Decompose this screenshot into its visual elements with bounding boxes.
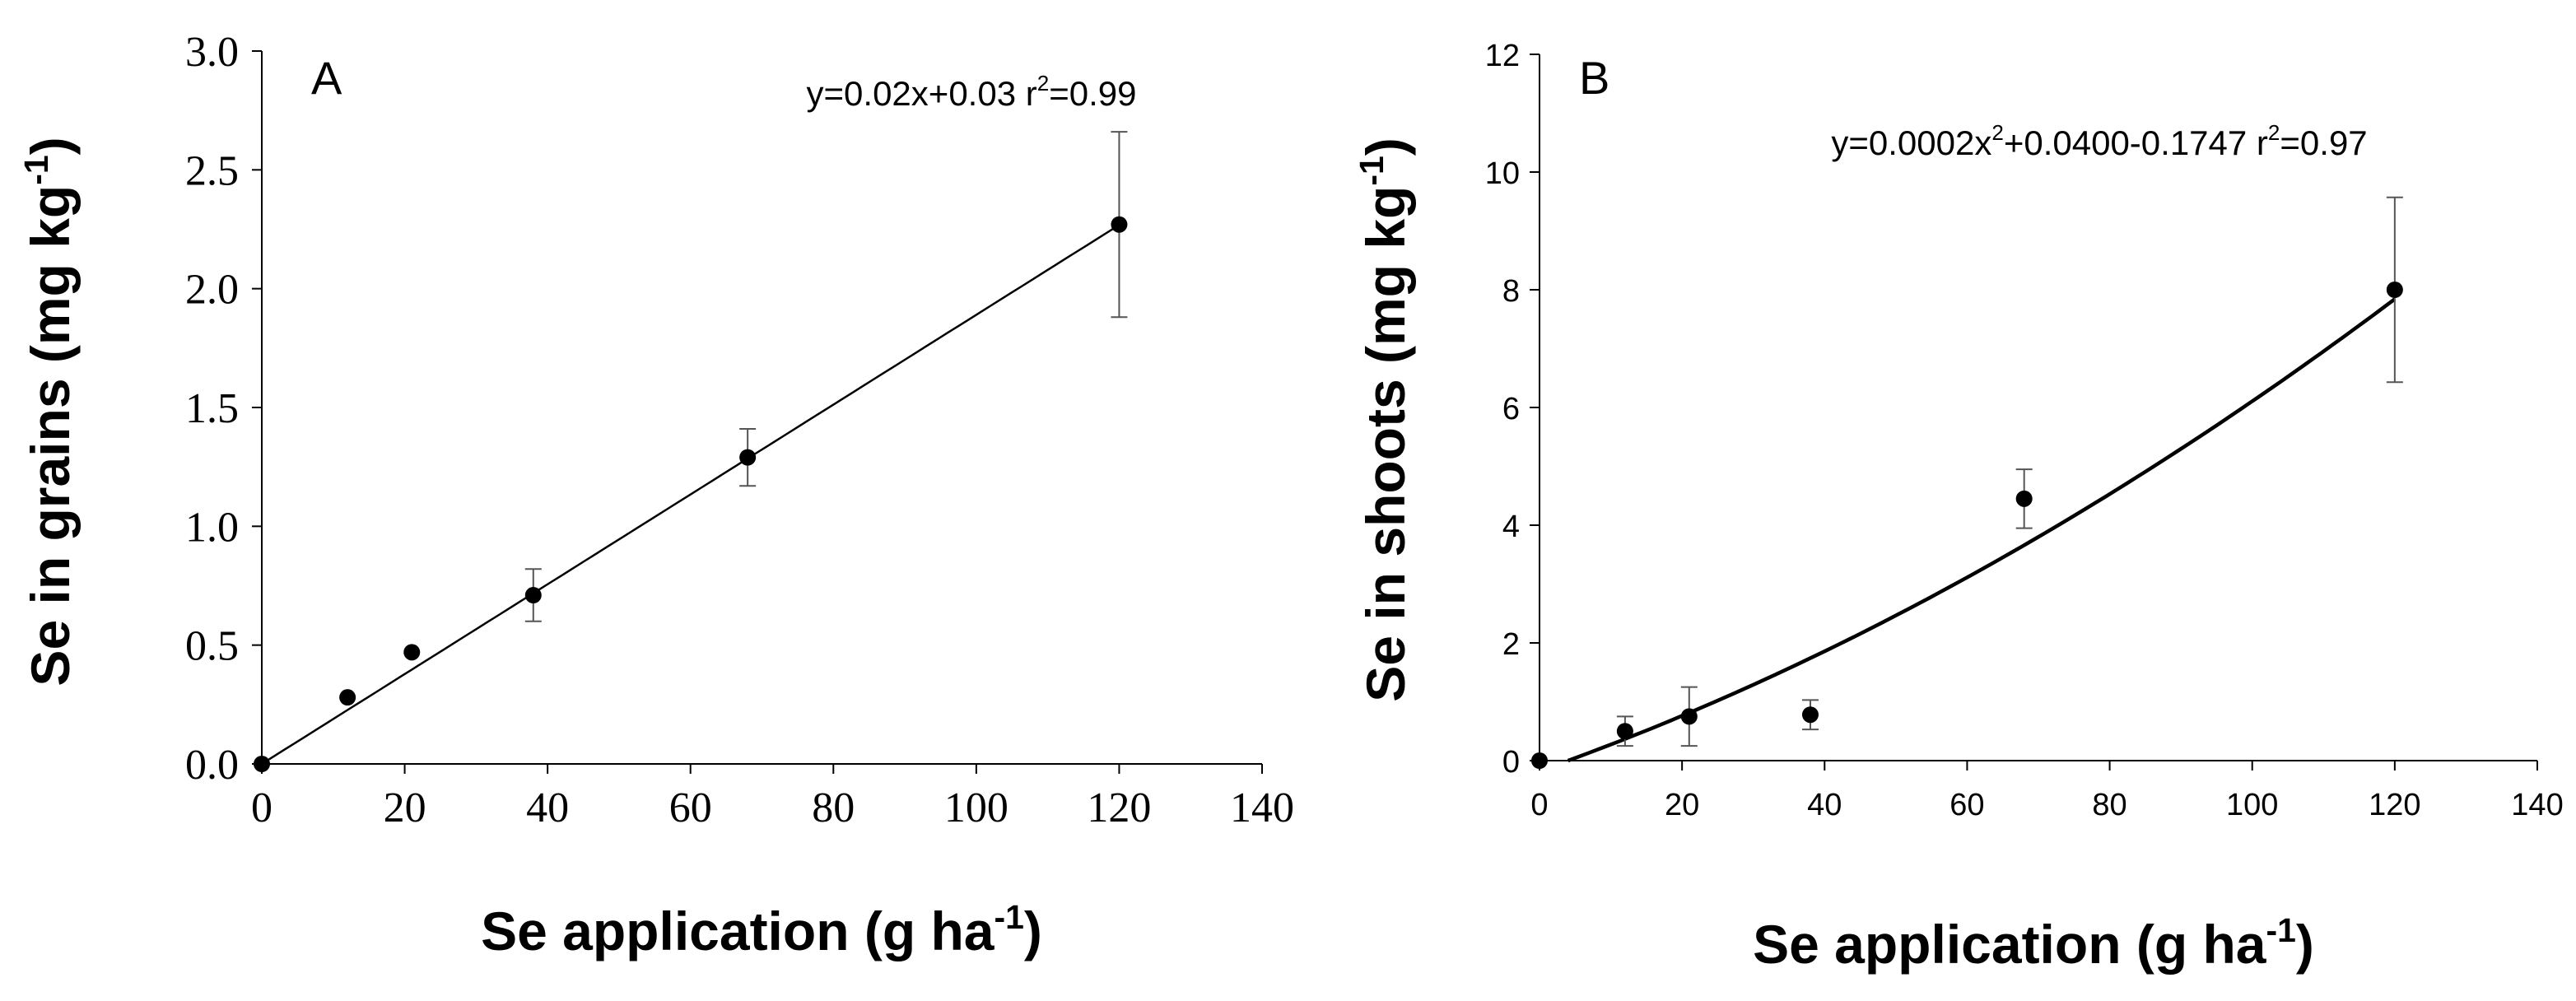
panel-a-equation-main: y=0.02x+0.03 r — [807, 74, 1037, 113]
panel-b-marks — [1531, 196, 2403, 769]
panel-a-equation-tail: =0.99 — [1049, 74, 1136, 113]
panel-a-ticks: 0 20 40 60 80 100 120 140 0.0 0.5 1.0 1.5 2.0 2.5 3.0 — [185, 29, 1294, 831]
data-point — [1111, 216, 1128, 233]
x-tick-label: 80 — [2092, 788, 2126, 822]
panel-a-y-title: Se in grains (mg kg-1) — [17, 137, 81, 686]
y-tick-label: 0.5 — [185, 623, 239, 670]
x-tick-label: 100 — [2226, 788, 2278, 822]
panel-a-x-title-sup: -1 — [995, 898, 1024, 936]
y-tick-label: 1.0 — [185, 504, 239, 551]
x-tick-label: 120 — [2369, 788, 2420, 822]
panel-b-label: B — [1579, 52, 1609, 104]
data-point — [524, 587, 542, 604]
panel-a-y-title-tail: ) — [20, 137, 81, 155]
data-point — [403, 644, 421, 661]
panel-a-x-title-tail: ) — [1024, 901, 1042, 961]
x-tick-label: 0 — [1530, 788, 1548, 822]
y-tick-label: 6 — [1502, 392, 1520, 426]
panel-b-y-title-main: Se in shoots (mg kg — [1355, 186, 1416, 702]
panel-a-fit — [261, 224, 1120, 766]
x-tick-label: 80 — [812, 785, 855, 831]
x-tick-label: 60 — [1949, 788, 1984, 822]
y-tick-label: 2.0 — [185, 267, 239, 314]
y-tick-label: 12 — [1485, 39, 1520, 73]
x-tick-label: 60 — [669, 785, 712, 831]
y-tick-label: 4 — [1502, 510, 1520, 544]
panel-a-y-title-main: Se in grains (mg kg — [20, 185, 81, 687]
panel-a-y-title-sup: -1 — [17, 155, 55, 184]
x-tick-label: 140 — [1230, 785, 1294, 831]
panel-a-label: A — [311, 52, 342, 104]
x-tick-label: 100 — [944, 785, 1009, 831]
panel-b-equation-sup: 2 — [1991, 120, 2003, 145]
panel-b-equation-mid: +0.0400-0.1747 r — [2004, 123, 2268, 162]
panel-a: 0 20 40 60 80 100 120 1400.00.51.01.52.02.53.0 … — [17, 29, 1294, 961]
x-tick-label: 40 — [526, 785, 569, 831]
panel-b-ticks: 0 20 40 60 80 100 120 140 0 2 4 6 8 10 12 — [1485, 39, 2564, 822]
panel-b-x-title-main: Se application (g ha — [1753, 914, 2267, 975]
x-tick-label: 140 — [2511, 788, 2563, 822]
fit-line — [261, 224, 1120, 766]
fit-line — [1567, 297, 2397, 763]
data-point — [739, 449, 757, 466]
data-point — [339, 689, 356, 706]
y-tick-label: 3.0 — [185, 29, 239, 76]
panel-a-x-title: Se application (g ha-1) — [481, 898, 1042, 961]
x-tick-label: 40 — [1807, 788, 1842, 822]
y-tick-label: 1.5 — [185, 385, 239, 432]
panel-b-fit — [1567, 297, 2397, 763]
y-tick-label: 10 — [1485, 156, 1520, 191]
panel-b-y-title-tail: ) — [1355, 137, 1416, 156]
data-point — [2386, 282, 2403, 298]
y-tick-label: 2 — [1502, 627, 1520, 662]
x-tick-label: 20 — [1665, 788, 1699, 822]
panel-b-y-title: Se in shoots (mg kg-1) — [1353, 137, 1416, 701]
panel-b-equation-tail: =0.97 — [2280, 123, 2367, 162]
panel-a-equation: y=0.02x+0.03 r2=0.99 — [807, 71, 1137, 113]
panel-b-y-title-sup: -1 — [1353, 156, 1390, 185]
panel-b-x-title: Se application (g ha-1) — [1753, 911, 2314, 975]
panel-b-x-title-sup: -1 — [2266, 911, 2296, 949]
data-point — [2015, 490, 2033, 507]
y-tick-label: 0.0 — [185, 742, 239, 789]
x-tick-label: 0 — [251, 785, 273, 831]
panel-a-equation-sup: 2 — [1037, 71, 1049, 95]
panel-b-equation-sup2: 2 — [2268, 120, 2280, 145]
y-tick-label: 0 — [1502, 745, 1520, 780]
panel-a-marks — [254, 131, 1128, 772]
panel-b-x-title-tail: ) — [2296, 914, 2314, 975]
data-point — [1680, 708, 1698, 725]
panel-a-x-title-main: Se application (g ha — [481, 901, 995, 961]
data-point — [1801, 706, 1819, 724]
panel-b-equation: y=0.0002x2+0.0400-0.1747 r2=0.97 — [1831, 120, 2367, 162]
data-point — [1616, 723, 1633, 740]
y-tick-label: 2.5 — [185, 147, 239, 194]
y-tick-label: 8 — [1502, 274, 1520, 309]
x-tick-label: 20 — [384, 785, 426, 831]
panel-b-equation-main: y=0.0002x — [1831, 123, 1991, 162]
x-tick-label: 120 — [1087, 785, 1151, 831]
